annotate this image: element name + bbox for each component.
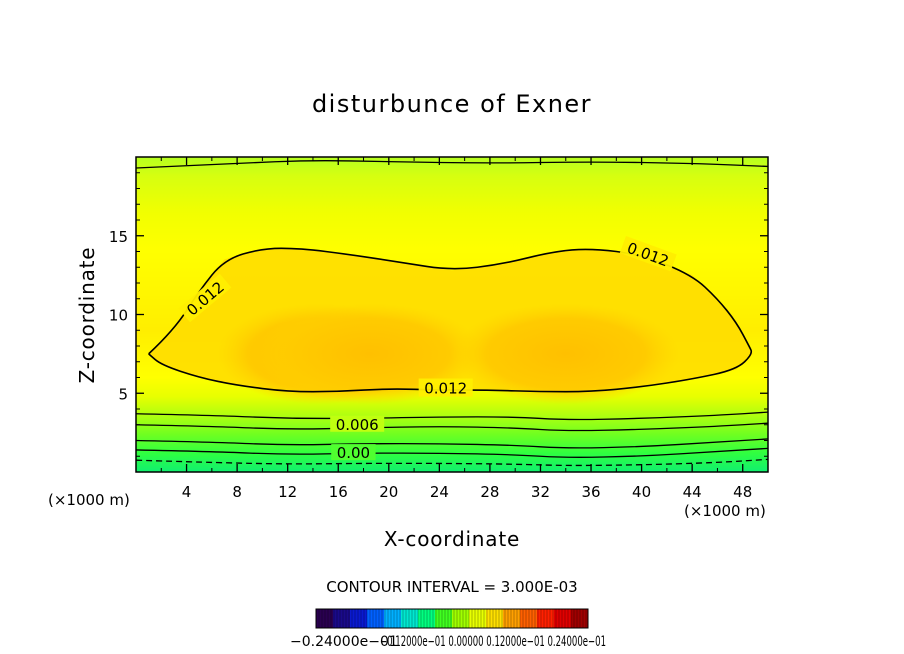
colorbar-frame (315, 608, 589, 629)
contour-interval-text: CONTOUR INTERVAL = 3.000E-03 (326, 578, 577, 596)
x-tick-label: 8 (232, 483, 242, 501)
colorbar-segment (520, 609, 538, 628)
x-tick-label: 20 (379, 483, 398, 501)
svg-text:0.006: 0.006 (336, 416, 379, 434)
field-shading (148, 248, 753, 405)
colorbar-segment (367, 609, 385, 628)
x-tick-label: 36 (581, 483, 600, 501)
x-tick-label: 12 (278, 483, 297, 501)
contour-line-3 (136, 422, 768, 432)
colorbar-segment (571, 609, 589, 628)
y-axis-ticks: 5 10 15 (109, 172, 768, 457)
colorbar-segment (435, 609, 453, 628)
colorbar-segment (401, 609, 419, 628)
x-axis-ticks: 4 8 12 16 20 24 28 32 36 40 44 48 (160, 157, 752, 501)
x-unit-label-right: (×1000 m) (684, 502, 766, 520)
x-unit-label: (×1000 m) (48, 491, 130, 509)
contour-line-5 (136, 447, 768, 458)
colorbar-segment (316, 609, 334, 628)
y-tick-label: 5 (118, 385, 128, 403)
x-tick-label: 40 (632, 483, 651, 501)
contour-line-1 (148, 247, 753, 393)
colorbar-segment (350, 609, 368, 628)
x-tick-label: 16 (329, 483, 348, 501)
x-tick-label: 48 (733, 483, 752, 501)
colorbar-segment (486, 609, 504, 628)
contour-lines (136, 160, 768, 467)
contour-label-5: 0.00 (331, 444, 376, 462)
colorbar-segment (333, 609, 351, 628)
colorbar-segment (554, 609, 572, 628)
y-axis-title: Z-coordinate (75, 247, 99, 384)
field-core-3 (452, 303, 680, 405)
chart-title: disturbunce of Exner (312, 90, 592, 118)
x-tick-label: 44 (683, 483, 702, 501)
colorbar-label-left: −0.24000e−01 (290, 634, 398, 650)
x-tick-label: 4 (182, 483, 192, 501)
y-tick-label: 15 (109, 228, 128, 246)
contour-line-4 (136, 438, 768, 449)
contour-label-3: 0.012 (418, 378, 473, 398)
contour-label-4: 0.006 (330, 415, 385, 434)
colorbar-segment (384, 609, 402, 628)
colorbar-segment (418, 609, 436, 628)
colorbar-segment (503, 609, 521, 628)
x-tick-label: 28 (480, 483, 499, 501)
colorbar (315, 608, 589, 629)
contour-line-6 (136, 458, 768, 467)
svg-text:0.012: 0.012 (424, 380, 467, 398)
y-tick-label: 10 (109, 307, 128, 325)
x-axis-title: X-coordinate (384, 527, 520, 551)
contour-line-2 (136, 411, 768, 421)
svg-text:0.00: 0.00 (337, 444, 370, 462)
colorbar-segment (452, 609, 470, 628)
colorbar-segment (469, 609, 487, 628)
colorbar-label-overlap: −0.12000e−01 0.00000 0.12000e−01 0.24000… (380, 634, 606, 650)
colorbar-segment (537, 609, 555, 628)
plot-area (136, 157, 768, 472)
x-tick-label: 32 (531, 483, 550, 501)
x-tick-label: 24 (430, 483, 449, 501)
